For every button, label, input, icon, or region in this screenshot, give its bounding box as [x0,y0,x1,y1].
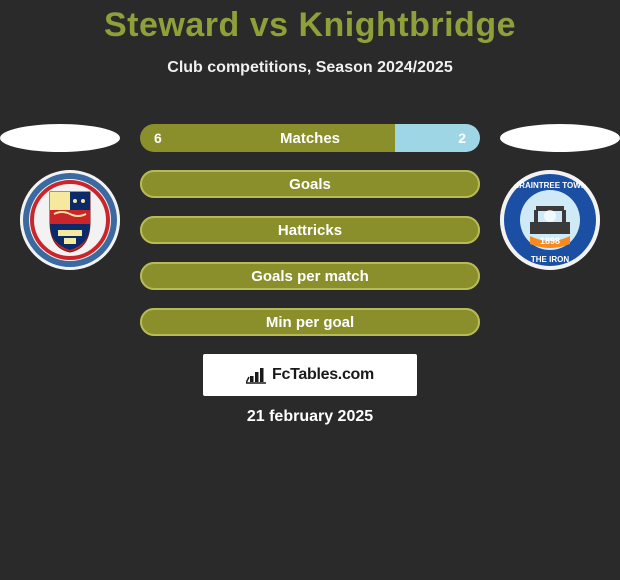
site-logo[interactable]: FcTables.com [203,354,417,396]
left-team-crest [20,170,120,270]
bar-label: Goals per match [251,268,369,285]
subtitle: Club competitions, Season 2024/2025 [0,59,620,77]
shield-icon [20,170,120,270]
bar-label: Min per goal [266,314,354,331]
left-ellipse [0,124,120,152]
stat-bar: Goals [140,170,480,198]
svg-text:BRAINTREE TOWN: BRAINTREE TOWN [513,181,586,190]
right-ellipse [500,124,620,152]
bar-fill-left [140,124,395,152]
stat-bar: Min per goal [140,308,480,336]
bar-left-value: 6 [154,130,162,146]
bar-label: Hattricks [278,222,342,239]
badge-icon: BRAINTREE TOWN THE IRON 1898 [500,170,600,270]
stat-bar: Goals per match [140,262,480,290]
bar-right-value: 2 [458,130,466,146]
svg-text:THE IRON: THE IRON [531,255,569,264]
date-text: 21 february 2025 [0,408,620,426]
bar-label: Goals [289,176,331,193]
bar-fill-right [395,124,480,152]
comparison-bars: Matches 6 2 Goals Hattricks Goals per match Mi… [140,124,480,354]
page-title: Steward vs Knightbridge [0,0,620,45]
stat-bar: Matches 6 2 [140,124,480,152]
logo-text: FcTables.com [272,366,374,384]
crest-year: 1898 [540,236,560,246]
stat-bar: Hattricks [140,216,480,244]
bar-chart-icon [246,366,266,384]
bar-label: Matches [280,130,340,147]
right-team-crest: BRAINTREE TOWN THE IRON 1898 [500,170,600,270]
